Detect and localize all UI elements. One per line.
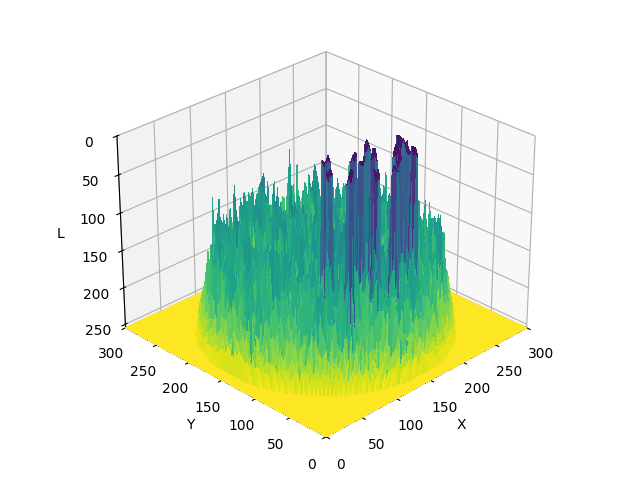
Y-axis label: Y: Y (186, 418, 195, 432)
X-axis label: X: X (457, 418, 467, 432)
